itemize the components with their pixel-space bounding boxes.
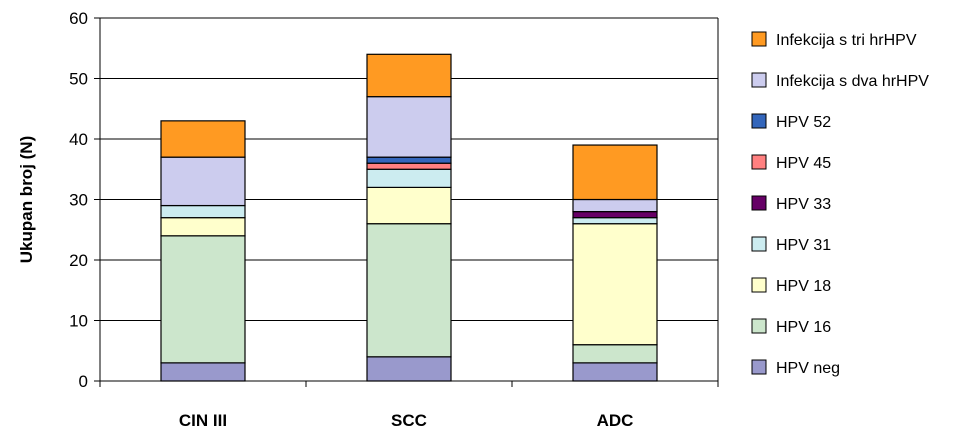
legend-label: HPV 52 bbox=[776, 114, 831, 131]
bar-segment bbox=[366, 156, 452, 164]
x-category-label: ADC bbox=[597, 411, 634, 430]
bar-segment bbox=[572, 198, 658, 213]
y-tick-label: 20 bbox=[69, 251, 88, 270]
legend-swatch bbox=[751, 359, 767, 375]
bar-segment bbox=[366, 223, 452, 358]
legend-label: Infekcija s dva hrHPV bbox=[776, 73, 929, 90]
legend-label: HPV 18 bbox=[776, 278, 831, 295]
legend-label: HPV 33 bbox=[776, 196, 831, 213]
bar-segment bbox=[366, 186, 452, 225]
legend-label: HPV neg bbox=[776, 360, 840, 377]
bar-segment bbox=[160, 362, 246, 382]
legend-swatch bbox=[751, 72, 767, 88]
x-category-label: SCC bbox=[391, 411, 427, 430]
legend-swatch bbox=[751, 318, 767, 334]
legend-label: HPV 31 bbox=[776, 237, 831, 254]
y-axis-label: Ukupan broj (N) bbox=[17, 136, 36, 264]
bar-segment bbox=[572, 217, 658, 225]
y-tick-label: 10 bbox=[69, 312, 88, 331]
legend-swatch bbox=[751, 236, 767, 252]
bar-segment bbox=[572, 144, 658, 201]
bar-segment bbox=[366, 162, 452, 170]
bar-segment bbox=[572, 344, 658, 364]
legend-label: Infekcija s tri hrHPV bbox=[776, 32, 917, 49]
bar-segment bbox=[366, 53, 452, 98]
x-category-label: CIN III bbox=[179, 411, 227, 430]
bar-segment bbox=[572, 211, 658, 219]
legend: Infekcija s tri hrHPV Infekcija s dva hrH… bbox=[751, 31, 929, 377]
bar-segment bbox=[160, 204, 246, 219]
legend-swatch bbox=[751, 195, 767, 211]
legend-swatch bbox=[751, 113, 767, 129]
bar-segment bbox=[572, 362, 658, 382]
y-tick-label: 40 bbox=[69, 130, 88, 149]
legend-label: HPV 16 bbox=[776, 319, 831, 336]
legend-swatch bbox=[751, 154, 767, 170]
bar-segment bbox=[366, 96, 452, 158]
bar-segment bbox=[366, 168, 452, 188]
bars bbox=[160, 53, 658, 382]
y-tick-label: 50 bbox=[69, 70, 88, 89]
bar-segment bbox=[366, 356, 452, 382]
y-tick-labels: 0 10 20 30 40 50 60 bbox=[69, 9, 88, 391]
y-tick-label: 60 bbox=[69, 9, 88, 28]
bar-segment bbox=[160, 235, 246, 364]
x-category-labels: CIN III SCC ADC bbox=[179, 411, 634, 430]
y-tick-label: 30 bbox=[69, 191, 88, 210]
bar-segment bbox=[160, 120, 246, 158]
legend-label: HPV 45 bbox=[776, 155, 831, 172]
bar-segment bbox=[160, 156, 246, 207]
y-tick-label: 0 bbox=[79, 372, 88, 391]
legend-swatch bbox=[751, 31, 767, 47]
bar-segment bbox=[160, 217, 246, 237]
legend-swatch bbox=[751, 277, 767, 293]
bar-segment bbox=[572, 223, 658, 346]
axes bbox=[99, 18, 719, 387]
